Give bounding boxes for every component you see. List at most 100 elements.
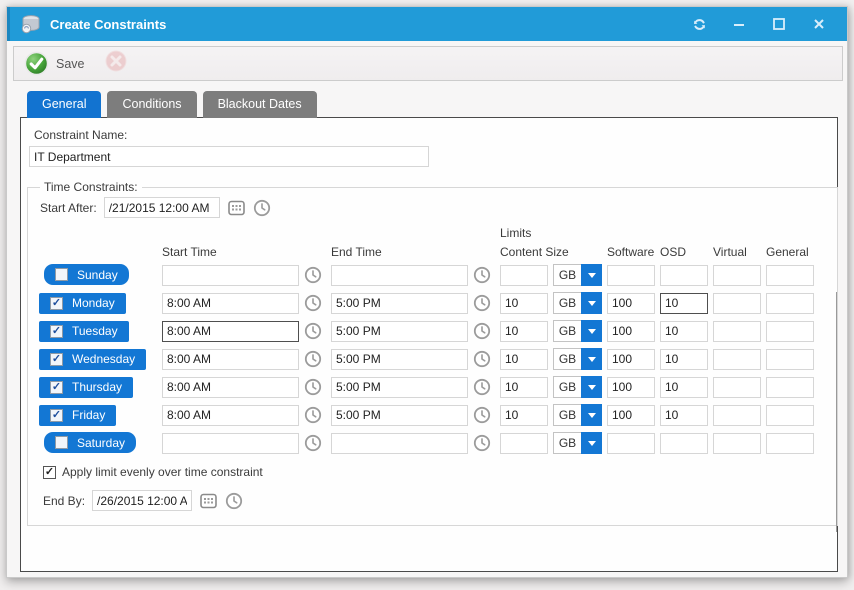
start-time-input-wednesday[interactable] bbox=[162, 348, 299, 370]
end-time-input-monday[interactable] bbox=[331, 292, 468, 314]
start-time-clock-icon-thursday[interactable] bbox=[304, 378, 326, 396]
day-toggle-thursday[interactable]: ✓ Thursday bbox=[39, 376, 134, 398]
day-toggle-wednesday[interactable]: ✓ Wednesday bbox=[39, 348, 147, 370]
start-time-input-friday[interactable] bbox=[162, 404, 299, 426]
tab-general[interactable]: General bbox=[27, 91, 102, 118]
end-by-calendar-icon[interactable] bbox=[199, 491, 218, 510]
unit-dropdown-button-saturday[interactable] bbox=[581, 432, 602, 454]
end-by-input[interactable] bbox=[92, 490, 193, 511]
start-after-calendar-icon[interactable] bbox=[227, 198, 246, 217]
virtual-limit-input-wednesday[interactable] bbox=[713, 348, 761, 370]
general-limit-input-wednesday[interactable] bbox=[766, 348, 814, 370]
day-toggle-sunday[interactable]: Sunday bbox=[44, 264, 129, 285]
end-time-input-saturday[interactable] bbox=[331, 432, 468, 454]
end-time-clock-icon-saturday[interactable] bbox=[473, 434, 495, 452]
general-limit-input-friday[interactable] bbox=[766, 404, 814, 426]
maximize-icon[interactable] bbox=[771, 16, 787, 32]
day-checkbox-monday[interactable]: ✓ bbox=[50, 296, 63, 310]
osd-limit-input-thursday[interactable] bbox=[660, 376, 708, 398]
day-checkbox-saturday[interactable] bbox=[55, 436, 68, 449]
start-time-clock-icon-saturday[interactable] bbox=[304, 434, 326, 452]
close-icon[interactable] bbox=[811, 16, 827, 32]
software-limit-input-saturday[interactable] bbox=[607, 432, 655, 454]
end-time-input-tuesday[interactable] bbox=[331, 320, 468, 342]
software-limit-input-monday[interactable] bbox=[607, 292, 655, 314]
software-limit-input-sunday[interactable] bbox=[607, 264, 655, 286]
tab-conditions[interactable]: Conditions bbox=[107, 91, 197, 118]
start-time-clock-icon-sunday[interactable] bbox=[304, 266, 326, 284]
start-time-clock-icon-friday[interactable] bbox=[304, 406, 326, 424]
general-limit-input-tuesday[interactable] bbox=[766, 320, 814, 342]
end-time-input-wednesday[interactable] bbox=[331, 348, 468, 370]
day-checkbox-thursday[interactable]: ✓ bbox=[50, 380, 63, 394]
virtual-limit-input-friday[interactable] bbox=[713, 404, 761, 426]
end-by-clock-icon[interactable] bbox=[225, 492, 243, 510]
unit-dropdown-button-wednesday[interactable] bbox=[581, 348, 602, 370]
unit-select-wednesday[interactable]: GB bbox=[553, 348, 602, 370]
day-checkbox-tuesday[interactable]: ✓ bbox=[50, 324, 63, 338]
start-time-input-monday[interactable] bbox=[162, 292, 299, 314]
virtual-limit-input-monday[interactable] bbox=[713, 292, 761, 314]
software-limit-input-wednesday[interactable] bbox=[607, 348, 655, 370]
start-after-input[interactable] bbox=[103, 197, 220, 218]
tab-blackout-dates[interactable]: Blackout Dates bbox=[202, 91, 317, 118]
end-time-clock-icon-monday[interactable] bbox=[473, 294, 495, 312]
start-time-clock-icon-wednesday[interactable] bbox=[304, 350, 326, 368]
start-time-input-thursday[interactable] bbox=[162, 376, 299, 398]
start-time-clock-icon-tuesday[interactable] bbox=[304, 322, 326, 340]
end-time-clock-icon-wednesday[interactable] bbox=[473, 350, 495, 368]
end-time-clock-icon-sunday[interactable] bbox=[473, 266, 495, 284]
day-toggle-saturday[interactable]: Saturday bbox=[44, 432, 137, 453]
minimize-icon[interactable] bbox=[731, 16, 747, 32]
unit-select-friday[interactable]: GB bbox=[553, 404, 602, 426]
unit-dropdown-button-sunday[interactable] bbox=[581, 264, 602, 286]
virtual-limit-input-thursday[interactable] bbox=[713, 376, 761, 398]
day-toggle-monday[interactable]: ✓ Monday bbox=[39, 292, 126, 314]
unit-select-thursday[interactable]: GB bbox=[553, 376, 602, 398]
start-time-input-tuesday[interactable] bbox=[162, 320, 299, 342]
osd-limit-input-saturday[interactable] bbox=[660, 432, 708, 454]
end-time-input-sunday[interactable] bbox=[331, 264, 468, 286]
software-limit-input-friday[interactable] bbox=[607, 404, 655, 426]
osd-limit-input-monday[interactable] bbox=[660, 292, 708, 314]
software-limit-input-tuesday[interactable] bbox=[607, 320, 655, 342]
osd-limit-input-wednesday[interactable] bbox=[660, 348, 708, 370]
osd-limit-input-friday[interactable] bbox=[660, 404, 708, 426]
day-toggle-friday[interactable]: ✓ Friday bbox=[39, 404, 117, 426]
day-checkbox-sunday[interactable] bbox=[55, 268, 68, 281]
unit-dropdown-button-friday[interactable] bbox=[581, 404, 602, 426]
start-time-input-sunday[interactable] bbox=[162, 264, 299, 286]
general-limit-input-saturday[interactable] bbox=[766, 432, 814, 454]
content-size-input-friday[interactable] bbox=[500, 404, 548, 426]
save-button[interactable]: Save bbox=[24, 51, 85, 76]
day-toggle-tuesday[interactable]: ✓ Tuesday bbox=[39, 320, 129, 342]
content-size-input-monday[interactable] bbox=[500, 292, 548, 314]
apply-limit-checkbox[interactable]: ✓ bbox=[43, 465, 56, 479]
end-time-input-thursday[interactable] bbox=[331, 376, 468, 398]
start-time-input-saturday[interactable] bbox=[162, 432, 299, 454]
day-checkbox-wednesday[interactable]: ✓ bbox=[50, 352, 63, 366]
osd-limit-input-sunday[interactable] bbox=[660, 264, 708, 286]
content-size-input-saturday[interactable] bbox=[500, 432, 548, 454]
general-limit-input-monday[interactable] bbox=[766, 292, 814, 314]
content-size-input-wednesday[interactable] bbox=[500, 348, 548, 370]
day-checkbox-friday[interactable]: ✓ bbox=[50, 408, 63, 422]
virtual-limit-input-tuesday[interactable] bbox=[713, 320, 761, 342]
start-time-clock-icon-monday[interactable] bbox=[304, 294, 326, 312]
content-size-input-tuesday[interactable] bbox=[500, 320, 548, 342]
unit-select-monday[interactable]: GB bbox=[553, 292, 602, 314]
unit-dropdown-button-monday[interactable] bbox=[581, 292, 602, 314]
general-limit-input-sunday[interactable] bbox=[766, 264, 814, 286]
end-time-clock-icon-tuesday[interactable] bbox=[473, 322, 495, 340]
start-after-clock-icon[interactable] bbox=[253, 199, 271, 217]
osd-limit-input-tuesday[interactable] bbox=[660, 320, 708, 342]
end-time-input-friday[interactable] bbox=[331, 404, 468, 426]
unit-select-tuesday[interactable]: GB bbox=[553, 320, 602, 342]
content-size-input-thursday[interactable] bbox=[500, 376, 548, 398]
unit-dropdown-button-thursday[interactable] bbox=[581, 376, 602, 398]
unit-select-saturday[interactable]: GB bbox=[553, 432, 602, 454]
unit-dropdown-button-tuesday[interactable] bbox=[581, 320, 602, 342]
content-size-input-sunday[interactable] bbox=[500, 264, 548, 286]
software-limit-input-thursday[interactable] bbox=[607, 376, 655, 398]
constraint-name-input[interactable] bbox=[29, 146, 429, 167]
